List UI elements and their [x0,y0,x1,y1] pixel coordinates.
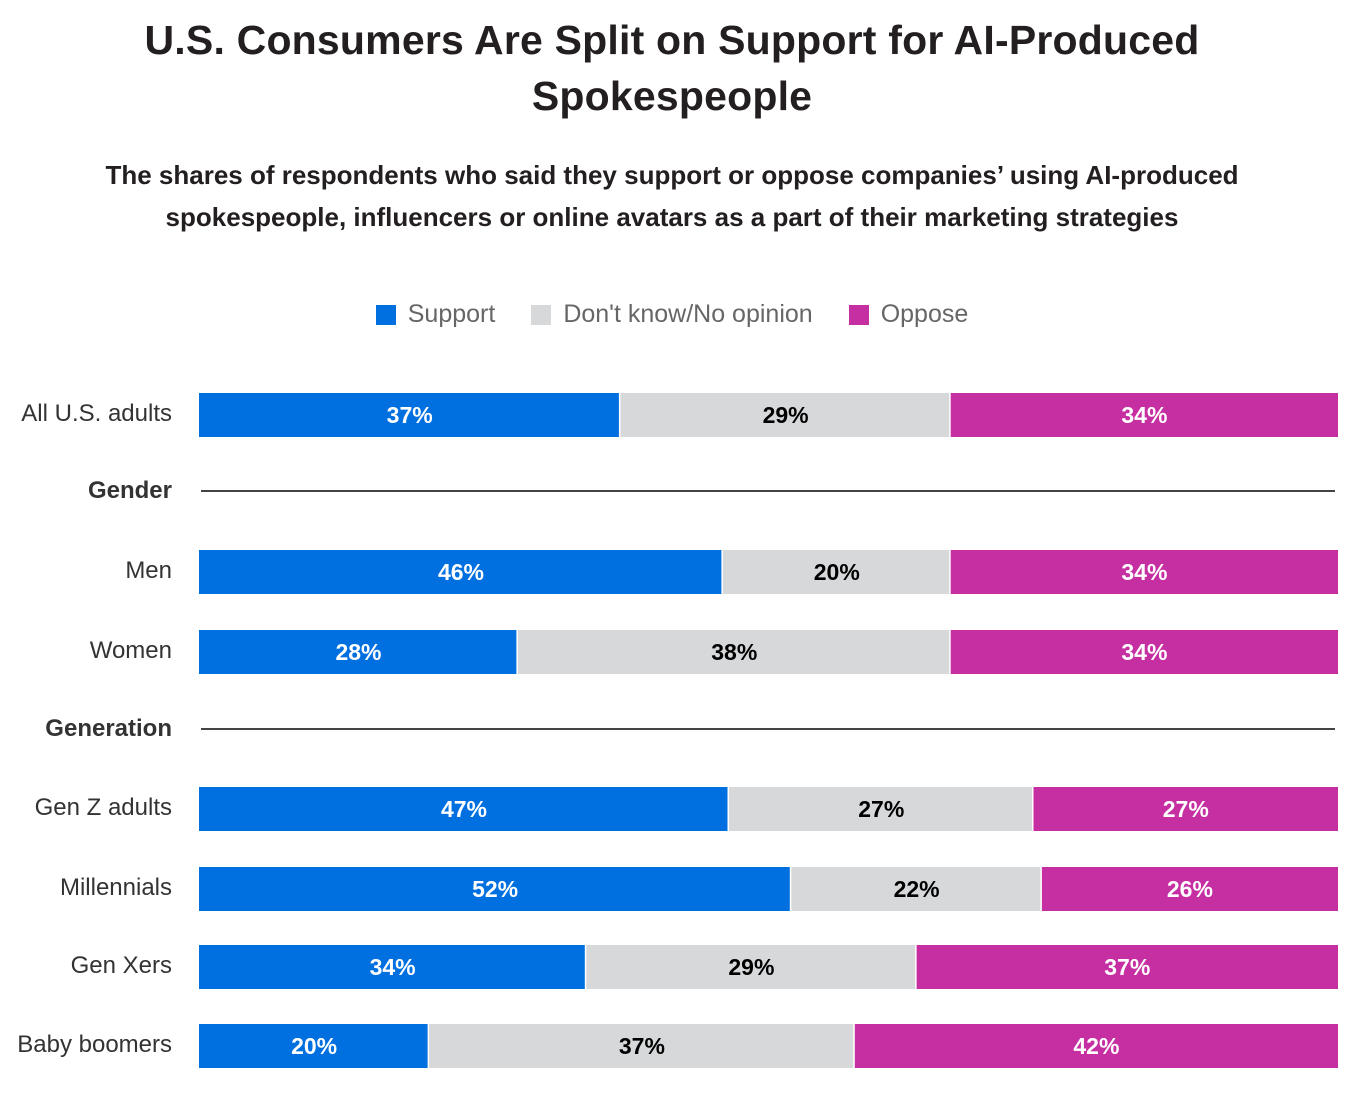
data-label-all-u-s-adults-oppose: 34% [1121,402,1167,428]
group-label-generation: Generation [45,715,172,742]
legend-swatch-dont-know [531,304,552,325]
data-label-gen-xers-support: 34% [370,954,416,980]
bar-baby-boomers-dont-know [429,1024,854,1068]
data-label-women-oppose: 34% [1121,639,1167,665]
legend-item-oppose: Oppose [848,300,969,329]
group-divider-gender [201,490,1335,492]
legend-label-support: Support [407,300,496,328]
category-label-gen-z-adults: Gen Z adults [34,794,172,821]
chart-title: U.S. Consumers Are Split on Support for … [144,17,1200,119]
bar-gen-z-adults-dont-know [729,787,1032,831]
data-label-millennials-support: 52% [472,876,518,902]
data-label-baby-boomers-support: 20% [291,1033,337,1059]
bar-men-dont-know [722,550,950,594]
bar-all-u-s-adults-support [199,393,619,437]
bar-gen-z-adults-oppose [1033,787,1338,831]
legend-item-support: Support [375,300,496,329]
data-label-millennials-oppose: 26% [1167,876,1213,902]
bar-men-support [199,550,722,594]
group-label-gender: Gender [87,477,172,504]
group-divider-generation [201,728,1335,730]
data-label-women-support: 28% [335,639,381,665]
chart-subtitle: The shares of respondents who said they … [105,160,1239,232]
data-label-gen-xers-dont-know: 29% [728,954,774,980]
bar-women-support [199,630,517,674]
bar-men-oppose [950,550,1338,594]
category-label-men: Men [125,557,172,584]
bar-all-u-s-adults-dont-know [620,393,950,437]
bar-millennials-support [199,867,790,911]
legend: Support Don't know/No opinion Oppose [0,300,1344,329]
data-label-all-u-s-adults-dont-know: 29% [763,402,809,428]
legend-item-dont-know: Don't know/No opinion [531,300,813,329]
legend-label-oppose: Oppose [880,300,969,328]
category-label-baby-boomers: Baby boomers [17,1031,172,1058]
data-label-women-dont-know: 38% [711,639,757,665]
data-label-men-dont-know: 20% [814,559,860,585]
bar-gen-z-adults-support [199,787,728,831]
data-label-baby-boomers-oppose: 42% [1073,1033,1119,1059]
data-label-gen-z-adults-support: 47% [441,796,487,822]
data-label-gen-xers-oppose: 37% [1104,954,1150,980]
bar-gen-xers-oppose [916,945,1338,989]
bar-millennials-oppose [1041,867,1338,911]
bar-baby-boomers-oppose [854,1024,1338,1068]
bar-gen-xers-dont-know [586,945,916,989]
category-label-gen-xers: Gen Xers [70,952,172,979]
data-label-men-support: 46% [438,559,484,585]
category-label-women: Women [89,637,172,664]
bar-gen-xers-support [199,945,585,989]
data-label-men-oppose: 34% [1121,559,1167,585]
legend-label-dont-know: Don't know/No opinion [563,300,813,328]
legend-swatch-oppose [848,304,869,325]
legend-swatch-support [375,304,396,325]
data-label-gen-z-adults-dont-know: 27% [858,796,904,822]
category-label-all-u-s-adults: All U.S. adults [21,400,172,427]
data-label-gen-z-adults-oppose: 27% [1163,796,1209,822]
bar-all-u-s-adults-oppose [950,393,1338,437]
bar-millennials-dont-know [791,867,1041,911]
category-label-millennials: Millennials [59,874,172,901]
bar-women-oppose [950,630,1338,674]
data-label-all-u-s-adults-support: 37% [387,402,433,428]
data-label-millennials-dont-know: 22% [894,876,940,902]
bar-baby-boomers-support [199,1024,428,1068]
bar-women-dont-know [517,630,950,674]
data-label-baby-boomers-dont-know: 37% [619,1033,665,1059]
